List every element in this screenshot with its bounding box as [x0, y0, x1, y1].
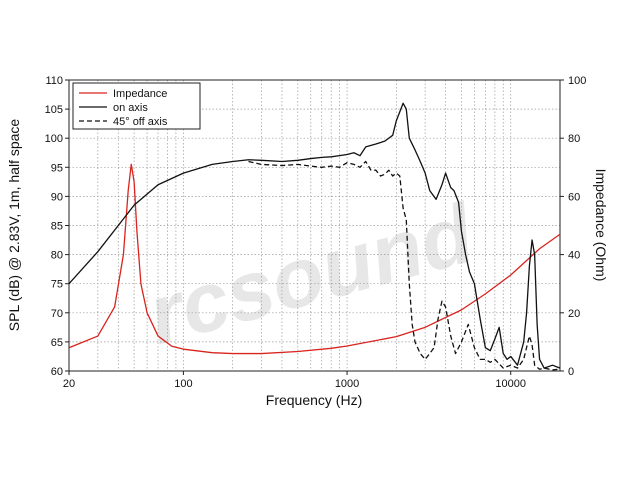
legend: Impedance on axis 45° off axis	[72, 82, 201, 130]
left-tick-label: 70	[51, 308, 63, 320]
grid	[69, 80, 560, 371]
right-tick-label: 80	[568, 133, 580, 145]
series-line-45-off-axis	[248, 160, 560, 371]
left-axis-ticks: 60 65 70 75 80 85 90 95 100 105 110	[45, 75, 69, 378]
right-tick-label: 20	[568, 308, 580, 320]
left-tick-label: 65	[51, 337, 63, 349]
left-tick-label: 100	[45, 133, 63, 145]
left-tick-label: 95	[51, 162, 63, 174]
left-tick-label: 85	[51, 221, 63, 233]
right-tick-label: 60	[568, 191, 580, 203]
series-line-impedance	[69, 163, 560, 355]
right-tick-label: 0	[568, 366, 574, 378]
right-tick-label: 100	[568, 75, 586, 87]
right-axis-label: Impedance (Ohm)	[593, 169, 609, 282]
left-tick-label: 80	[51, 250, 63, 262]
left-tick-label: 105	[45, 104, 63, 116]
left-tick-label: 60	[51, 366, 63, 378]
x-tick-label: 20	[63, 378, 75, 390]
x-tick-label: 1000	[335, 378, 359, 390]
legend-label: on axis	[113, 102, 148, 114]
left-tick-label: 90	[51, 191, 63, 203]
left-axis-label: SPL (dB) @ 2.83V, 1m, half space	[6, 119, 22, 332]
left-tick-label: 110	[45, 75, 63, 87]
series-layer	[69, 102, 560, 371]
right-axis-ticks: 0 20 40 60 80 100	[560, 75, 586, 378]
right-tick-label: 40	[568, 250, 580, 262]
legend-box	[72, 82, 201, 130]
x-axis-label: Frequency (Hz)	[266, 392, 362, 408]
legend-label: 45° off axis	[113, 116, 168, 128]
legend-label: Impedance	[113, 88, 167, 100]
series-line-on-axis	[69, 102, 560, 369]
x-tick-label: 10000	[495, 378, 526, 390]
left-tick-label: 75	[51, 279, 63, 291]
x-axis-ticks: 20 100 1000 10000	[63, 371, 526, 390]
x-tick-label: 100	[174, 378, 192, 390]
